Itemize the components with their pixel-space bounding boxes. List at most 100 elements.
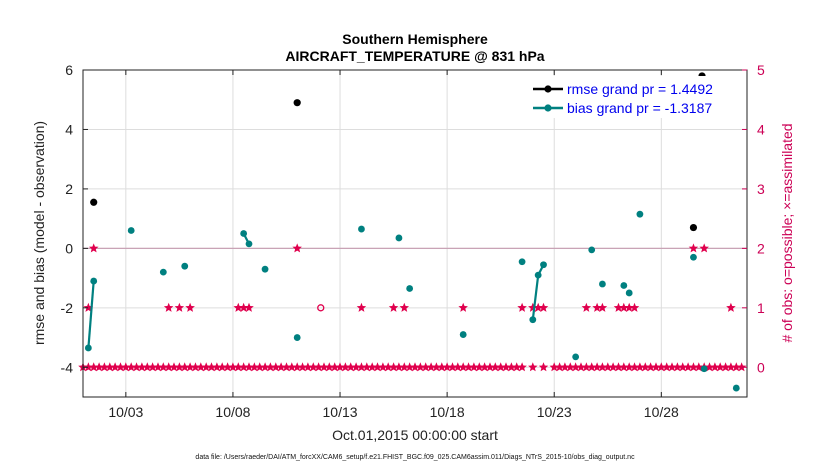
obs-assimilated-marker — [346, 362, 356, 372]
bias-point — [529, 316, 537, 324]
y-tick-label: 0 — [65, 240, 73, 256]
obs-assimilated-marker — [736, 362, 747, 372]
obs-assimilated-marker — [388, 362, 399, 372]
obs-assimilated-marker — [651, 362, 661, 372]
y-tick-label: 2 — [65, 181, 73, 197]
obs-assimilated-marker — [89, 243, 99, 253]
chart-subtitle: AIRCRAFT_TEMPERATURE @ 831 hPa — [285, 48, 544, 64]
obs-assimilated-marker — [587, 362, 597, 372]
obs-assimilated-marker — [613, 302, 624, 312]
obs-assimilated-marker — [538, 302, 549, 312]
obs-assimilated-marker — [388, 302, 399, 312]
obs-assimilated-marker — [394, 362, 404, 372]
obs-assimilated-marker — [560, 362, 570, 372]
plot-area — [82, 69, 748, 398]
obs-assimilated-marker — [592, 362, 602, 372]
x-tick-label: 10/23 — [537, 404, 572, 420]
obs-assimilated-marker — [329, 362, 340, 372]
obs-assimilated-marker — [554, 362, 565, 372]
legend-rmse-label: rmse grand pr = 1.4492 — [567, 81, 713, 97]
legend: rmse grand pr = 1.4492 bias grand pr = -… — [528, 76, 744, 118]
obs-assimilated-marker — [324, 362, 335, 372]
right-tick-label: 3 — [757, 181, 765, 197]
bias-point — [534, 271, 542, 279]
obs-assimilated-marker — [89, 362, 99, 372]
obs-assimilated-marker — [592, 302, 602, 312]
bias-line-segment — [87, 281, 95, 348]
right-tick-label: 0 — [757, 359, 765, 375]
obs-assimilated-marker — [163, 362, 174, 372]
chart-title: Southern Hemisphere — [342, 31, 488, 47]
bias-point — [84, 344, 92, 352]
obs-assimilated-marker — [485, 362, 495, 372]
y-tick-label: -2 — [61, 300, 74, 316]
bias-point — [700, 365, 708, 373]
obs-assimilated-marker — [378, 362, 388, 372]
obs-assimilated-marker — [710, 362, 720, 372]
obs-assimilated-marker — [458, 302, 468, 312]
obs-assimilated-marker — [715, 362, 725, 372]
obs-assimilated-marker — [238, 362, 249, 372]
y-axis-right: 5 4 3 2 1 0 — [742, 62, 765, 375]
obs-assimilated-marker — [490, 362, 501, 372]
x-tick-label: 10/08 — [215, 404, 250, 420]
bias-point — [261, 265, 269, 273]
bias-point — [159, 268, 167, 276]
bias-point — [732, 384, 740, 392]
obs-assimilated-marker — [399, 302, 409, 312]
obs-assimilated-marker — [726, 302, 736, 312]
y-tick-label: 4 — [65, 121, 73, 137]
obs-assimilated-marker — [404, 362, 415, 372]
obs-assimilated-marker — [260, 362, 270, 372]
legend-box — [528, 76, 744, 118]
bias-point — [293, 334, 301, 341]
obs-assimilated-marker — [201, 362, 211, 372]
obs-assimilated-marker — [581, 302, 592, 312]
obs-assimilated-marker — [629, 362, 640, 372]
right-tick-label: 4 — [757, 121, 765, 137]
obs-assimilated-marker — [115, 362, 126, 372]
obs-assimilated-marker — [174, 362, 185, 372]
bias-point — [245, 240, 253, 248]
bias-point — [572, 353, 580, 361]
right-tick-label: 2 — [757, 240, 765, 256]
obs-assimilated-marker — [629, 302, 640, 312]
bias-point — [620, 282, 628, 289]
obs-assimilated-marker — [238, 302, 249, 312]
obs-assimilated-marker — [426, 362, 436, 372]
obs-assimilated-marker — [421, 362, 431, 372]
bias-point — [636, 210, 644, 218]
obs-possible-marker — [317, 304, 325, 312]
bias-point — [395, 234, 403, 242]
obs-assimilated-marker — [265, 362, 276, 372]
obs-assimilated-marker — [180, 362, 190, 372]
obs-assimilated-marker — [688, 243, 699, 253]
obs-assimilated-marker — [163, 302, 174, 312]
obs-assimilated-marker — [672, 362, 683, 372]
obs-assimilated-marker — [528, 362, 538, 372]
obs-assimilated-marker — [458, 362, 468, 372]
obs-assimilated-marker — [474, 362, 484, 372]
y-tick-label: 6 — [65, 62, 73, 78]
obs-assimilated-marker — [463, 362, 474, 372]
bias-point — [181, 262, 189, 270]
obs-assimilated-marker — [356, 302, 367, 312]
obs-assimilated-marker — [287, 362, 297, 372]
bias-point — [690, 253, 697, 261]
obs-assimilated-marker — [608, 362, 618, 372]
obs-assimilated-marker — [447, 362, 458, 372]
bias-point — [599, 280, 606, 288]
obs-assimilated-marker — [431, 362, 442, 372]
x-tick-label: 10/28 — [644, 404, 679, 420]
legend-bias-label: bias grand pr = -1.3187 — [567, 100, 712, 116]
x-axis: 10/03 10/08 10/13 10/18 10/23 10/28 — [108, 70, 679, 420]
obs-assimilated-marker — [340, 362, 351, 372]
bias-point — [406, 285, 414, 292]
obs-assimilated-marker — [303, 362, 313, 372]
x-tick-label: 10/18 — [430, 404, 465, 420]
obs-assimilated-marker — [174, 302, 185, 312]
obs-assimilated-marker — [244, 302, 254, 312]
obs-assimilated-marker — [533, 302, 543, 312]
right-tick-label: 5 — [757, 62, 765, 78]
